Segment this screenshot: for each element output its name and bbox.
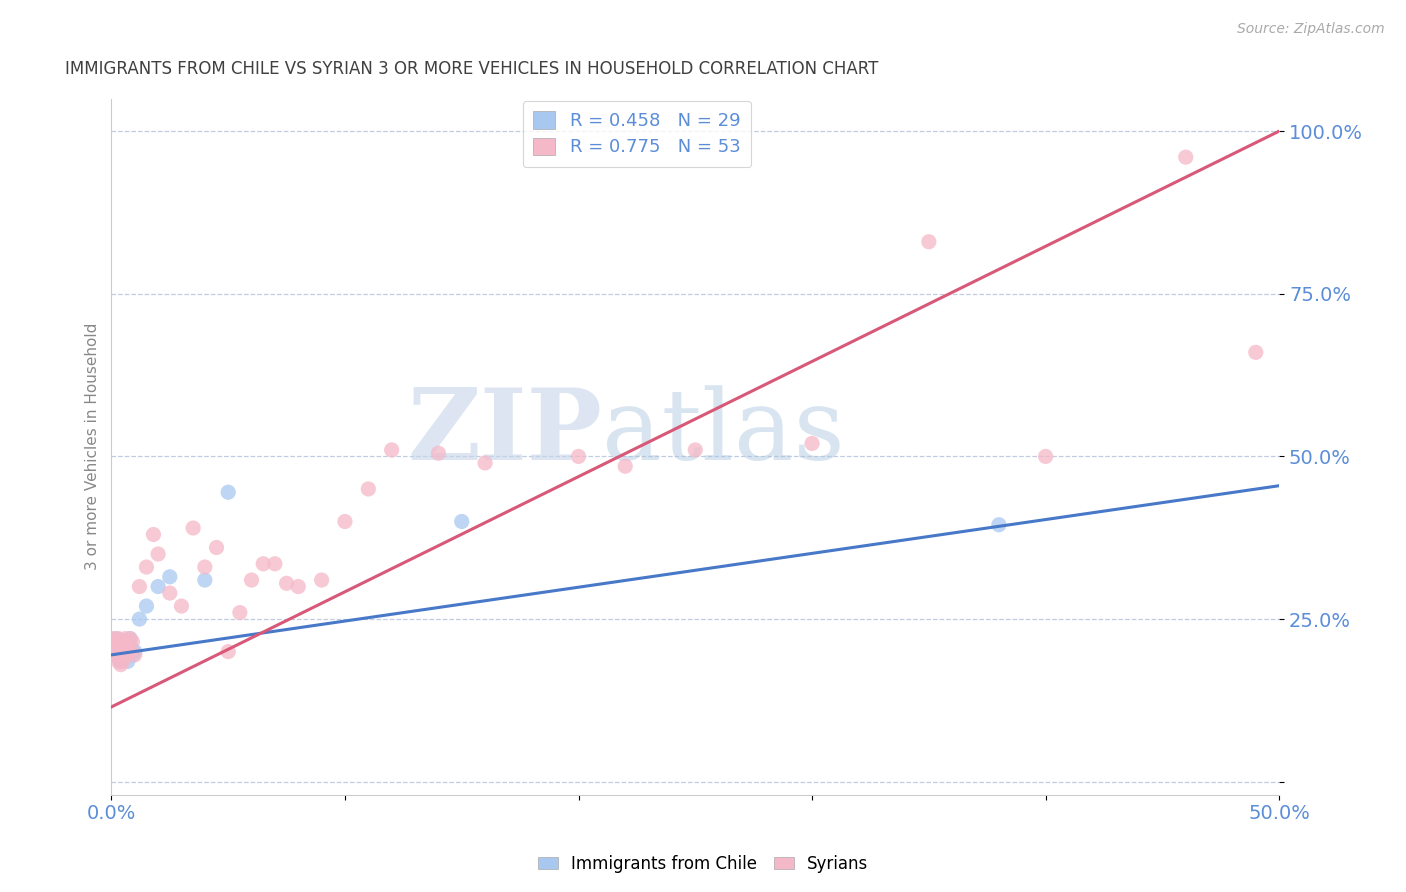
Point [110, 645, 132, 659]
Point [103, 648, 125, 662]
Point [112, 645, 135, 659]
Point [117, 638, 139, 652]
Point [427, 446, 450, 460]
Point [685, 442, 707, 457]
Point [194, 560, 217, 574]
Point [110, 654, 132, 668]
Point [112, 648, 135, 662]
Point [107, 638, 129, 652]
Point [567, 450, 589, 464]
Point [121, 648, 143, 662]
Point [105, 648, 128, 662]
Point [114, 645, 136, 659]
Point [311, 573, 333, 587]
Point [105, 632, 128, 646]
Point [159, 570, 181, 584]
Text: IMMIGRANTS FROM CHILE VS SYRIAN 3 OR MORE VEHICLES IN HOUSEHOLD CORRELATION CHAR: IMMIGRANTS FROM CHILE VS SYRIAN 3 OR MOR… [65, 60, 879, 78]
Point [105, 648, 128, 662]
Point [181, 521, 204, 535]
Point [194, 573, 217, 587]
Point [120, 638, 142, 652]
Point [110, 638, 132, 652]
Point [252, 557, 274, 571]
Point [117, 645, 139, 659]
Point [918, 235, 941, 249]
Text: Source: ZipAtlas.com: Source: ZipAtlas.com [1237, 22, 1385, 37]
Point [120, 645, 142, 659]
Point [103, 641, 125, 656]
Point [105, 635, 128, 649]
Point [146, 580, 169, 594]
Point [121, 635, 143, 649]
Point [159, 586, 181, 600]
Point [110, 648, 132, 662]
Point [1244, 345, 1267, 359]
Point [107, 645, 129, 659]
Legend: R = 0.458   N = 29, R = 0.775   N = 53: R = 0.458 N = 29, R = 0.775 N = 53 [523, 101, 751, 167]
Point [103, 635, 125, 649]
Point [381, 442, 404, 457]
Point [107, 651, 129, 665]
Point [114, 632, 136, 646]
Point [217, 485, 239, 500]
Point [128, 580, 150, 594]
Point [1174, 150, 1197, 164]
Point [240, 573, 263, 587]
Point [110, 657, 132, 672]
Point [1035, 450, 1057, 464]
Text: atlas: atlas [602, 384, 845, 481]
Point [107, 654, 129, 668]
Point [217, 645, 239, 659]
Point [105, 641, 128, 656]
Point [614, 459, 637, 474]
Point [124, 645, 146, 659]
Point [333, 515, 356, 529]
Point [112, 654, 135, 668]
Point [450, 515, 472, 529]
Point [117, 648, 139, 662]
Point [124, 648, 146, 662]
Point [112, 641, 135, 656]
Point [146, 547, 169, 561]
Point [287, 580, 309, 594]
Point [112, 638, 135, 652]
Legend: Immigrants from Chile, Syrians: Immigrants from Chile, Syrians [531, 848, 875, 880]
Point [103, 632, 125, 646]
Point [987, 517, 1010, 532]
Y-axis label: 3 or more Vehicles in Household: 3 or more Vehicles in Household [86, 323, 100, 570]
Point [205, 541, 228, 555]
Point [114, 635, 136, 649]
Point [170, 599, 193, 613]
Point [120, 632, 142, 646]
Point [474, 456, 496, 470]
Text: ZIP: ZIP [406, 384, 602, 482]
Point [276, 576, 298, 591]
Point [110, 635, 132, 649]
Point [128, 612, 150, 626]
Point [117, 654, 139, 668]
Point [135, 599, 157, 613]
Point [264, 557, 287, 571]
Point [142, 527, 165, 541]
Point [107, 645, 129, 659]
Point [114, 645, 136, 659]
Point [107, 632, 129, 646]
Point [103, 635, 125, 649]
Point [357, 482, 380, 496]
Point [801, 436, 824, 450]
Point [112, 635, 135, 649]
Point [120, 632, 142, 646]
Point [229, 606, 252, 620]
Point [135, 560, 157, 574]
